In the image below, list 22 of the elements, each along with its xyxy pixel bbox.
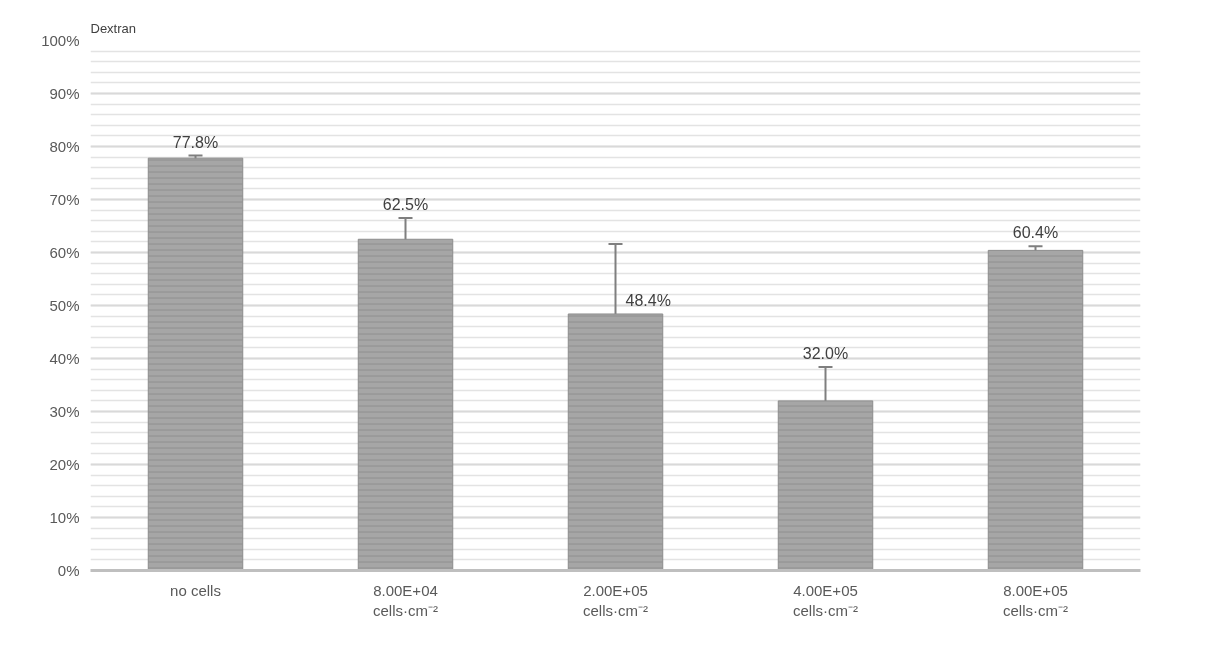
chart-title: Dextran [90, 20, 137, 36]
x-tick-label: 2.00E+05 cells·cm⁻² [583, 581, 648, 619]
y-tick-label: 60% [49, 244, 80, 261]
x-tick-label: 4.00E+05 cells·cm⁻² [793, 581, 858, 619]
y-tick-label: 20% [49, 456, 80, 473]
y-tick-label: 40% [49, 350, 80, 367]
data-label: 32.0% [802, 344, 849, 362]
y-tick-label: 80% [49, 138, 80, 155]
y-tick-label: 50% [49, 297, 80, 314]
y-tick-label: 90% [49, 85, 80, 102]
y-tick-label: 10% [49, 509, 80, 526]
y-tick-label: 70% [49, 191, 80, 208]
data-label: 77.8% [172, 133, 219, 151]
data-label: 62.5% [382, 196, 429, 214]
y-tick-label: 30% [49, 403, 80, 420]
data-label: 60.4% [1012, 224, 1059, 242]
data-label: 48.4% [625, 291, 671, 309]
y-tick-label: 100% [41, 32, 80, 49]
y-tick-label: 0% [57, 562, 80, 579]
x-tick-label: 8.00E+05 cells·cm⁻² [1003, 581, 1068, 619]
x-tick-label: 8.00E+04 cells·cm⁻² [373, 581, 438, 619]
x-tick-label: no cells [170, 581, 221, 599]
